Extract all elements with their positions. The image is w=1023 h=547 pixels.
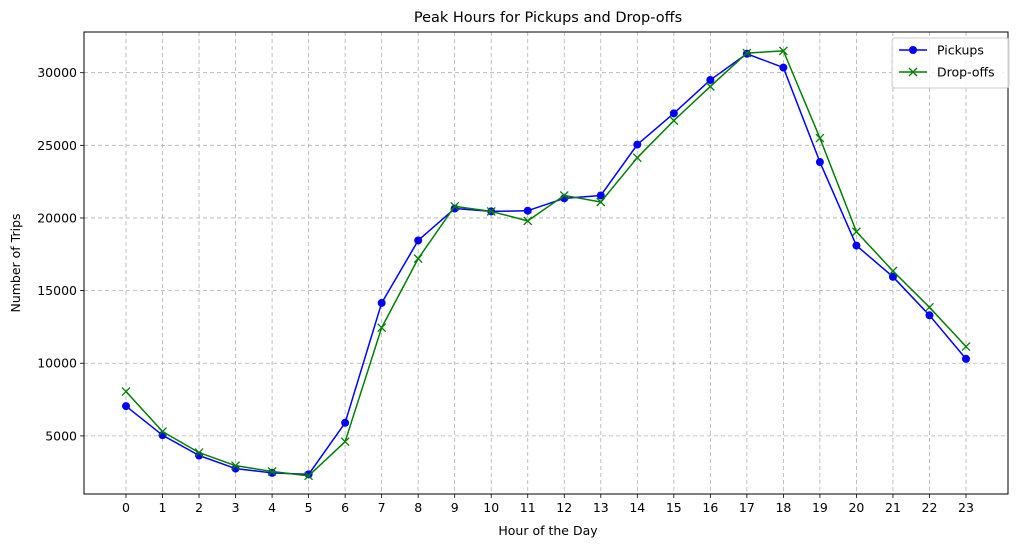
data-point-dropoffs bbox=[267, 467, 277, 476]
data-point-pickups bbox=[706, 75, 715, 84]
x-tick-label: 15 bbox=[666, 500, 682, 515]
y-tick-label: 15000 bbox=[37, 283, 77, 298]
x-axis-title: Hour of the Day bbox=[498, 523, 598, 538]
data-point-pickups bbox=[341, 418, 350, 427]
y-tick-label: 20000 bbox=[37, 210, 77, 225]
data-point-dropoffs bbox=[778, 46, 788, 56]
data-point-dropoffs bbox=[340, 437, 350, 447]
plot-frame bbox=[83, 31, 1009, 495]
data-point-pickups bbox=[779, 63, 788, 72]
data-point-dropoffs bbox=[888, 266, 898, 276]
x-tick-label: 1 bbox=[159, 500, 167, 515]
x-tick-label: 12 bbox=[556, 500, 572, 515]
data-point-pickups bbox=[268, 468, 277, 477]
x-tick-label: 5 bbox=[305, 500, 313, 515]
data-point-dropoffs bbox=[742, 48, 752, 58]
data-point-dropoffs bbox=[851, 227, 861, 237]
x-tick-label: 22 bbox=[922, 500, 938, 515]
data-point-dropoffs bbox=[559, 190, 569, 200]
data-point-dropoffs bbox=[377, 323, 387, 333]
y-tick-label: 30000 bbox=[37, 65, 77, 80]
data-point-dropoffs bbox=[450, 201, 460, 211]
series-pickups bbox=[122, 49, 970, 479]
x-axis-ticks: 0 1 2 3 4 5 6 7 8 9 10 11 12 13 14 15 16 17 18 19 20 21 22 23 bbox=[122, 494, 974, 515]
data-point-dropoffs bbox=[121, 387, 131, 397]
x-tick-label: 14 bbox=[629, 500, 645, 515]
data-point-pickups bbox=[633, 140, 642, 149]
x-tick-label: 16 bbox=[702, 500, 718, 515]
data-point-dropoffs bbox=[194, 448, 204, 458]
x-tick-label: 10 bbox=[483, 500, 499, 515]
series-layer bbox=[121, 46, 971, 481]
data-point-pickups bbox=[122, 402, 130, 411]
grid-lines bbox=[84, 32, 1008, 494]
data-point-pickups bbox=[888, 272, 897, 281]
data-point-pickups bbox=[669, 109, 678, 118]
data-point-pickups bbox=[523, 206, 532, 215]
x-tick-label: 8 bbox=[414, 500, 422, 515]
data-point-dropoffs bbox=[523, 216, 533, 226]
data-point-dropoffs bbox=[486, 206, 496, 216]
x-tick-label: 17 bbox=[739, 500, 755, 515]
data-point-dropoffs bbox=[961, 342, 971, 351]
data-point-pickups bbox=[925, 311, 934, 320]
legend: Pickups Drop-offs bbox=[891, 37, 1010, 89]
x-tick-label: 7 bbox=[378, 500, 386, 515]
data-point-dropoffs bbox=[158, 427, 167, 436]
data-point-dropoffs bbox=[705, 82, 715, 91]
data-point-pickups bbox=[377, 298, 386, 307]
chart-title: Peak Hours for Pickups and Drop-offs bbox=[414, 10, 682, 26]
x-tick-label: 4 bbox=[268, 500, 276, 515]
legend-marker-pickups bbox=[909, 46, 917, 54]
x-tick-label: 2 bbox=[195, 500, 203, 515]
y-axis-ticks: 5000 10000 15000 20000 25000 30000 bbox=[37, 65, 84, 443]
x-tick-label: 6 bbox=[341, 500, 349, 515]
legend-marker-dropoffs bbox=[908, 67, 918, 77]
data-point-dropoffs bbox=[304, 471, 314, 481]
data-point-dropoffs bbox=[925, 302, 934, 312]
x-tick-label: 11 bbox=[520, 500, 536, 515]
x-tick-label: 23 bbox=[958, 500, 974, 515]
data-point-pickups bbox=[304, 470, 313, 479]
series-line-dropoffs bbox=[125, 50, 967, 477]
y-axis-title: Number of Trips bbox=[8, 213, 23, 312]
data-point-dropoffs bbox=[413, 254, 423, 264]
data-point-pickups bbox=[815, 158, 824, 167]
data-point-pickups bbox=[596, 191, 605, 200]
x-tick-label: 20 bbox=[848, 500, 864, 515]
x-tick-label: 3 bbox=[232, 500, 240, 515]
x-tick-label: 9 bbox=[451, 500, 459, 515]
x-tick-label: 19 bbox=[812, 500, 828, 515]
legend-label-dropoffs: Drop-offs bbox=[937, 65, 995, 80]
data-point-dropoffs bbox=[669, 116, 679, 126]
data-point-pickups bbox=[962, 354, 970, 363]
data-point-dropoffs bbox=[815, 133, 825, 143]
y-tick-label: 25000 bbox=[37, 138, 77, 153]
series-dropoffs bbox=[121, 46, 971, 481]
y-tick-label: 5000 bbox=[45, 428, 77, 443]
x-tick-label: 0 bbox=[122, 500, 130, 515]
data-point-pickups bbox=[852, 241, 861, 250]
x-tick-label: 18 bbox=[775, 500, 791, 515]
data-point-dropoffs bbox=[596, 197, 606, 207]
data-point-dropoffs bbox=[231, 461, 241, 471]
data-point-pickups bbox=[414, 236, 423, 245]
x-tick-label: 21 bbox=[885, 500, 901, 515]
x-tick-label: 13 bbox=[593, 500, 609, 515]
series-line-pickups bbox=[125, 53, 967, 476]
legend-label-pickups: Pickups bbox=[937, 43, 984, 58]
data-point-dropoffs bbox=[632, 153, 642, 163]
y-tick-label: 10000 bbox=[37, 356, 77, 371]
